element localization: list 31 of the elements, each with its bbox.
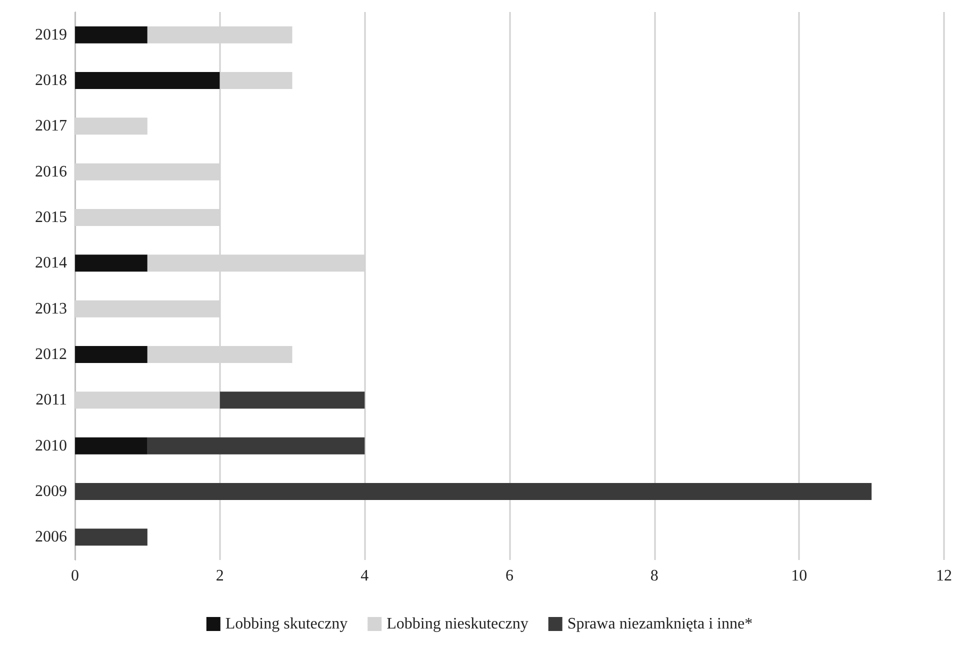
y-tick-label: 2017 xyxy=(35,118,67,135)
bar xyxy=(147,437,365,454)
x-tick-label: 0 xyxy=(71,568,79,584)
y-tick-label: 2011 xyxy=(36,392,67,409)
x-tick-label: 8 xyxy=(650,568,658,584)
bar xyxy=(220,392,365,409)
x-tick-label: 6 xyxy=(506,568,514,584)
y-tick-label: 2016 xyxy=(35,163,67,180)
y-tick-label: 2014 xyxy=(35,254,67,272)
legend-label: Lobbing skuteczny xyxy=(225,616,348,632)
y-tick-label: 2010 xyxy=(35,437,67,454)
bar xyxy=(75,26,148,44)
x-tick-label: 12 xyxy=(936,568,952,584)
bar xyxy=(75,254,148,272)
x-tick-label: 4 xyxy=(360,568,369,584)
bar xyxy=(75,437,148,454)
y-tick-label: 2009 xyxy=(35,483,67,500)
y-tick-label: 2013 xyxy=(35,300,67,318)
legend-label: Lobbing nieskuteczny xyxy=(386,616,528,632)
bar xyxy=(75,72,220,89)
y-tick-label: 2019 xyxy=(35,26,67,44)
x-tick-label: 10 xyxy=(791,568,808,584)
bar xyxy=(75,483,872,500)
y-tick-label: 2015 xyxy=(35,209,67,226)
y-tick-label: 2012 xyxy=(35,346,67,363)
x-tick-label: 2 xyxy=(216,568,224,584)
y-tick-label: 2018 xyxy=(35,72,67,89)
bar xyxy=(75,528,148,546)
y-tick-label: 2006 xyxy=(35,528,67,546)
bar xyxy=(75,346,148,363)
legend-label: Sprawa niezamknięta i inne* xyxy=(567,616,753,632)
